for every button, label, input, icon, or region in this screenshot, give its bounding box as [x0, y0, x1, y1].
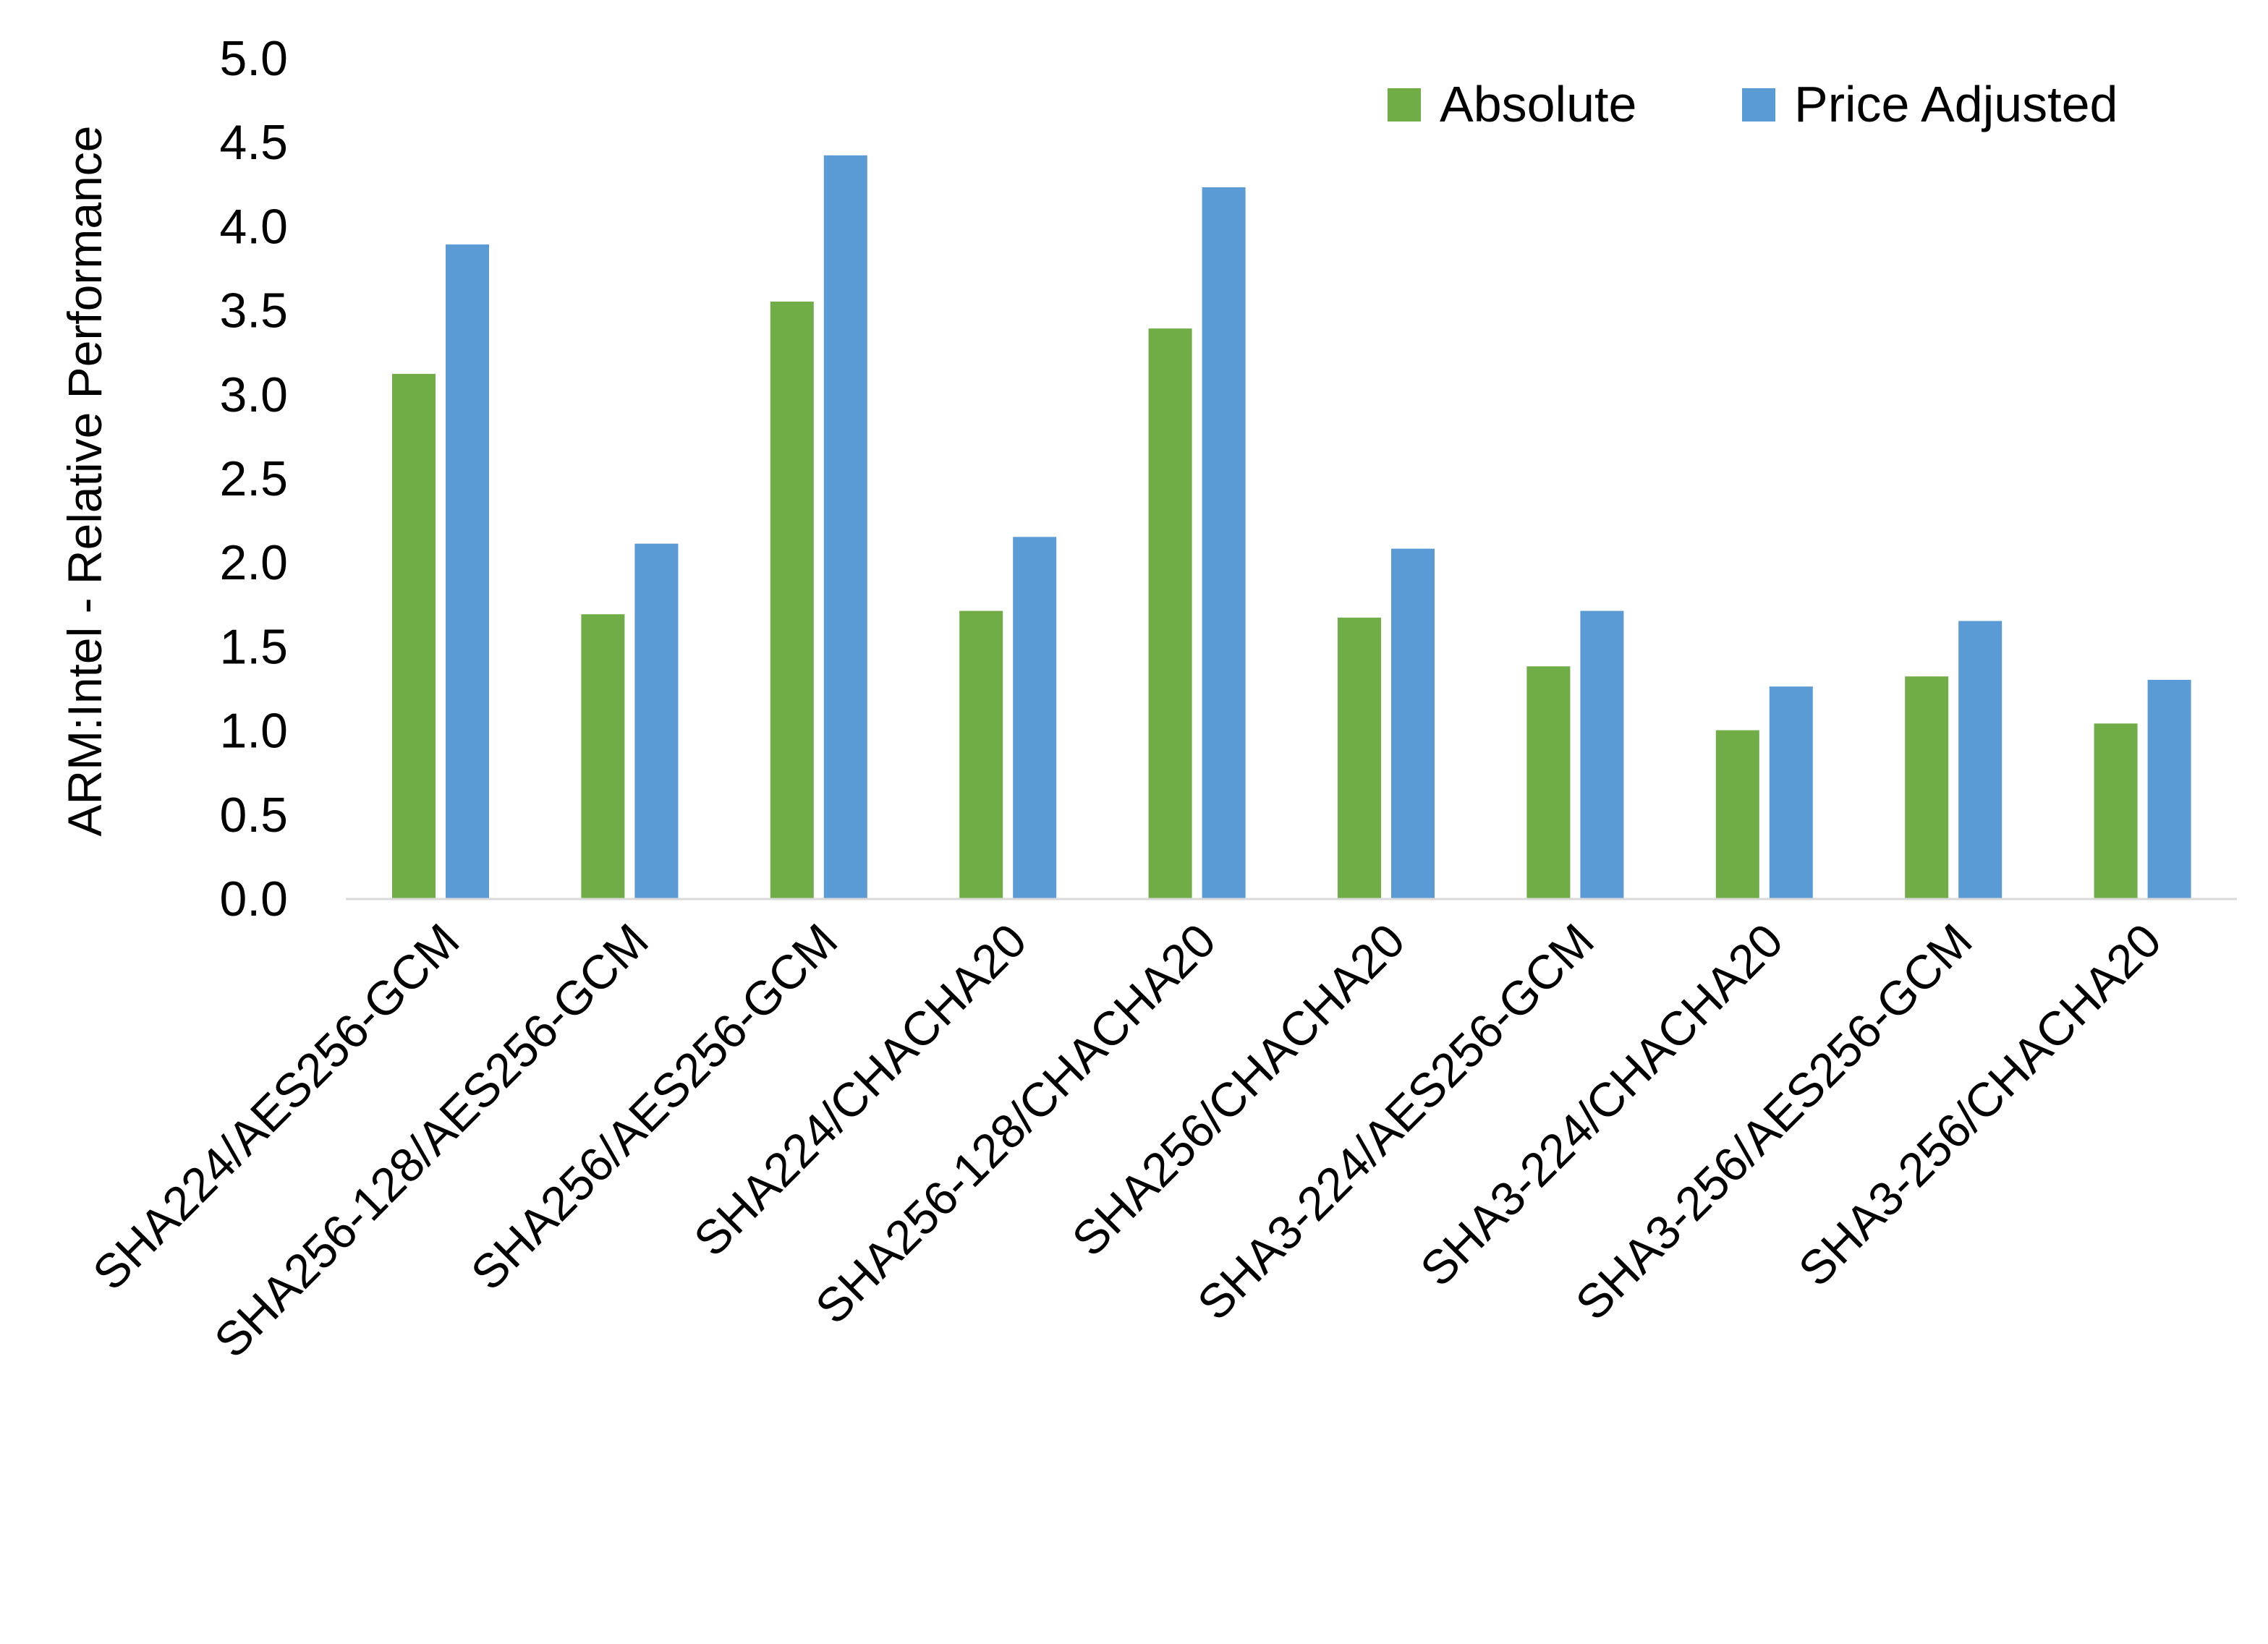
bar-absolute: [1715, 730, 1759, 898]
x-tick-label: SHA3-224/AES256-GCM: [1187, 913, 1604, 1330]
y-tick-label: 4.0: [219, 199, 288, 254]
y-tick-label: 5.0: [219, 31, 288, 86]
bar-price-adjusted: [446, 244, 489, 898]
x-tick-label: SHA3-256/CHACHA20: [1788, 913, 2172, 1297]
y-tick-label: 0.5: [219, 788, 288, 843]
bar-price-adjusted: [1958, 621, 2002, 898]
x-tick-label: SHA256/CHACHA20: [1061, 913, 1414, 1266]
x-tick-label: SHA256-128/CHACHA20: [805, 913, 1226, 1334]
bar-price-adjusted: [2147, 679, 2191, 898]
y-axis-label: ARM:Intel - Relative Performance: [58, 125, 111, 836]
bar-absolute: [2094, 723, 2138, 898]
x-tick-label: SHA3-224/CHACHA20: [1410, 913, 1793, 1297]
bar-price-adjusted: [634, 543, 679, 898]
legend-label: Price Adjusted: [1794, 76, 2118, 132]
bar-absolute: [581, 614, 625, 898]
y-tick-label: 3.0: [219, 367, 288, 422]
x-tick-label: SHA224/CHACHA20: [684, 913, 1037, 1266]
legend: Absolute Price Adjusted: [1388, 76, 2118, 132]
y-tick-label: 0.0: [219, 872, 288, 927]
bar-price-adjusted: [1769, 686, 1813, 898]
y-tick-label: 4.5: [219, 115, 288, 170]
legend-label: Absolute: [1440, 76, 1636, 132]
bar-price-adjusted: [1202, 187, 1246, 898]
bar-price-adjusted: [1580, 610, 1624, 898]
bar-price-adjusted: [1391, 548, 1435, 898]
x-tick-label: SHA256/AES256-GCM: [461, 913, 848, 1300]
bar-absolute: [959, 610, 1003, 898]
y-tick-label: 2.5: [219, 451, 288, 506]
bar-price-adjusted: [1013, 537, 1057, 898]
x-tick-label: SHA224/AES256-GCM: [82, 913, 470, 1300]
x-tick-label: SHA3-256/AES256-GCM: [1566, 913, 1982, 1330]
bar-absolute: [1338, 617, 1381, 898]
bar-absolute: [770, 301, 814, 899]
bar-absolute: [392, 373, 436, 898]
y-tick-label: 3.5: [219, 284, 288, 338]
y-tick-label: 1.0: [219, 704, 288, 759]
bar-absolute: [1148, 328, 1192, 898]
legend-swatch: [1388, 88, 1421, 122]
y-tick-label: 1.5: [219, 619, 288, 674]
y-tick-label: 2.0: [219, 535, 288, 590]
bar-absolute: [1526, 666, 1571, 898]
bar-price-adjusted: [823, 155, 867, 899]
legend-swatch: [1742, 88, 1775, 122]
bar-absolute: [1905, 676, 1949, 898]
